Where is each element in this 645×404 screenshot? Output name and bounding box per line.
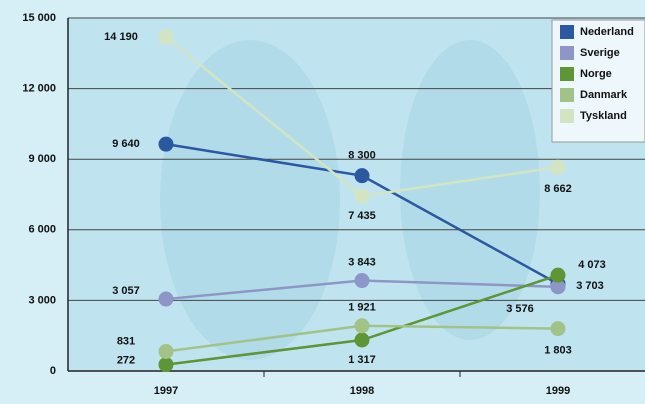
- data-point: [550, 267, 566, 283]
- x-tick-label: 1998: [350, 385, 374, 397]
- legend-label: Nederland: [580, 26, 634, 38]
- y-tick-label: 9 000: [28, 153, 56, 165]
- y-tick-label: 3 000: [28, 294, 56, 306]
- legend-label: Tyskland: [580, 110, 627, 122]
- legend-swatch: [560, 109, 574, 123]
- data-point: [158, 343, 174, 359]
- legend-swatch: [560, 67, 574, 81]
- x-tick-label: 1997: [154, 385, 178, 397]
- data-label: 3 057: [112, 285, 140, 297]
- data-label: 1 921: [348, 302, 376, 314]
- data-point: [158, 357, 174, 373]
- y-tick-label: 12 000: [22, 83, 56, 95]
- legend-swatch: [560, 46, 574, 60]
- x-tick-label: 1999: [546, 385, 570, 397]
- data-label: 7 435: [348, 210, 376, 222]
- data-point: [354, 273, 370, 289]
- data-point: [354, 332, 370, 348]
- data-label: 3 576: [506, 303, 534, 315]
- y-tick-label: 0: [50, 365, 56, 377]
- data-label: 1 803: [544, 344, 572, 356]
- data-label: 272: [117, 355, 135, 367]
- data-label: 8 300: [348, 150, 376, 162]
- data-point: [550, 279, 566, 295]
- data-label: 14 190: [104, 31, 138, 43]
- legend-swatch: [560, 25, 574, 39]
- y-tick-label: 6 000: [28, 224, 56, 236]
- data-label: 1 317: [348, 354, 376, 366]
- data-point: [550, 321, 566, 337]
- background-figure: [160, 40, 340, 360]
- legend-label: Danmark: [580, 89, 628, 101]
- legend-label: Norge: [580, 68, 612, 80]
- data-point: [354, 318, 370, 334]
- data-label: 3 843: [348, 256, 376, 268]
- data-label: 8 662: [544, 183, 572, 195]
- legend-swatch: [560, 88, 574, 102]
- data-label: 3 703: [576, 280, 604, 292]
- background-figure: [400, 40, 540, 340]
- data-label: 831: [117, 335, 135, 347]
- data-point: [158, 29, 174, 45]
- legend-label: Sverige: [580, 47, 620, 59]
- data-point: [354, 168, 370, 184]
- data-label: 9 640: [112, 138, 140, 150]
- data-label: 4 073: [578, 259, 606, 271]
- data-point: [158, 136, 174, 152]
- y-tick-label: 15 000: [22, 12, 56, 24]
- data-point: [354, 188, 370, 204]
- data-point: [550, 159, 566, 175]
- data-point: [158, 291, 174, 307]
